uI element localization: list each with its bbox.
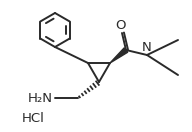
Text: HCl: HCl [22,112,45,124]
Polygon shape [110,48,128,63]
Text: H₂N: H₂N [28,91,53,105]
Text: N: N [142,41,152,54]
Text: O: O [116,19,126,32]
